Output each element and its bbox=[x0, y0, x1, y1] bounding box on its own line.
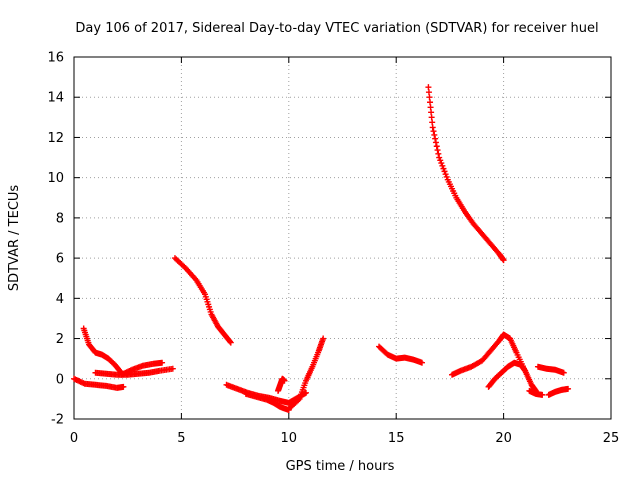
data-point bbox=[434, 147, 441, 154]
data-point bbox=[441, 168, 448, 175]
y-tick-label: 12 bbox=[47, 131, 64, 146]
data-point bbox=[427, 99, 434, 106]
y-axis-label: SDTVAR / TECUs bbox=[7, 185, 22, 292]
data-point bbox=[281, 377, 288, 384]
y-tick-label: -2 bbox=[51, 413, 64, 428]
data-point bbox=[435, 150, 442, 157]
data-point bbox=[439, 162, 446, 169]
series-satellite-arc-8 bbox=[275, 375, 288, 394]
data-point bbox=[430, 128, 437, 135]
x-tick-label: 0 bbox=[70, 431, 78, 446]
series-satellite-arc-10 bbox=[376, 343, 425, 366]
series-satellite-arc-1 bbox=[71, 375, 127, 391]
data-point bbox=[442, 171, 449, 178]
data-point bbox=[159, 359, 166, 366]
data-point bbox=[432, 135, 439, 142]
x-tick-label: 10 bbox=[281, 431, 298, 446]
data-point bbox=[438, 160, 445, 167]
data-point bbox=[418, 359, 425, 366]
series-satellite-arc-12 bbox=[449, 331, 539, 394]
data-point bbox=[428, 109, 435, 116]
data-point bbox=[427, 104, 434, 111]
series-satellite-arc-4 bbox=[118, 359, 166, 378]
data-point bbox=[429, 119, 436, 126]
data-point bbox=[565, 385, 572, 392]
data-point bbox=[302, 389, 309, 396]
series-satellite-arc-11 bbox=[425, 84, 507, 264]
series-satellite-arc-13 bbox=[485, 359, 529, 390]
y-tick-label: 4 bbox=[56, 292, 64, 307]
ticks-layer: 0 5 10 15 20 25 -2 0 2 4 6 8 10 12 14 16 bbox=[47, 51, 619, 447]
points-layer bbox=[71, 84, 572, 413]
series-satellite-arc-15 bbox=[534, 363, 567, 376]
y-tick-label: 8 bbox=[56, 211, 64, 226]
y-tick-label: 16 bbox=[47, 51, 64, 66]
data-point bbox=[425, 89, 432, 96]
series-satellite-arc-14 bbox=[526, 387, 546, 398]
data-point bbox=[432, 139, 439, 146]
y-tick-label: 2 bbox=[56, 332, 64, 347]
data-point bbox=[169, 365, 176, 372]
data-point bbox=[431, 131, 438, 138]
data-point bbox=[440, 165, 447, 172]
y-tick-label: 6 bbox=[56, 252, 64, 267]
data-point bbox=[425, 84, 432, 91]
data-point bbox=[560, 369, 567, 376]
series-satellite-arc-2 bbox=[80, 325, 125, 376]
data-point bbox=[227, 339, 234, 346]
data-point bbox=[522, 367, 529, 374]
data-point bbox=[437, 157, 444, 164]
y-tick-label: 14 bbox=[47, 91, 64, 106]
plot-frame bbox=[73, 56, 612, 420]
x-tick-label: 5 bbox=[177, 431, 185, 446]
x-tick-label: 20 bbox=[495, 431, 512, 446]
data-point bbox=[428, 114, 435, 121]
data-point bbox=[320, 335, 327, 342]
x-axis-label: GPS time / hours bbox=[286, 459, 395, 474]
x-tick-label: 15 bbox=[388, 431, 405, 446]
data-point bbox=[226, 338, 233, 345]
y-tick-label: 0 bbox=[56, 372, 64, 387]
y-tick-label: 10 bbox=[47, 171, 64, 186]
data-point bbox=[426, 94, 433, 101]
series-satellite-arc-5 bbox=[171, 255, 234, 346]
grid-layer bbox=[74, 57, 611, 419]
chart-title: Day 106 of 2017, Sidereal Day-to-day VTE… bbox=[75, 21, 598, 36]
data-point bbox=[539, 391, 546, 398]
data-point bbox=[429, 124, 436, 131]
data-point bbox=[436, 154, 443, 161]
data-point bbox=[443, 173, 450, 180]
data-point bbox=[433, 143, 440, 150]
x-tick-label: 25 bbox=[603, 431, 620, 446]
data-point bbox=[120, 383, 127, 390]
series-satellite-arc-16 bbox=[545, 385, 572, 398]
data-point bbox=[500, 257, 507, 264]
series-satellite-arc-9 bbox=[285, 335, 327, 412]
